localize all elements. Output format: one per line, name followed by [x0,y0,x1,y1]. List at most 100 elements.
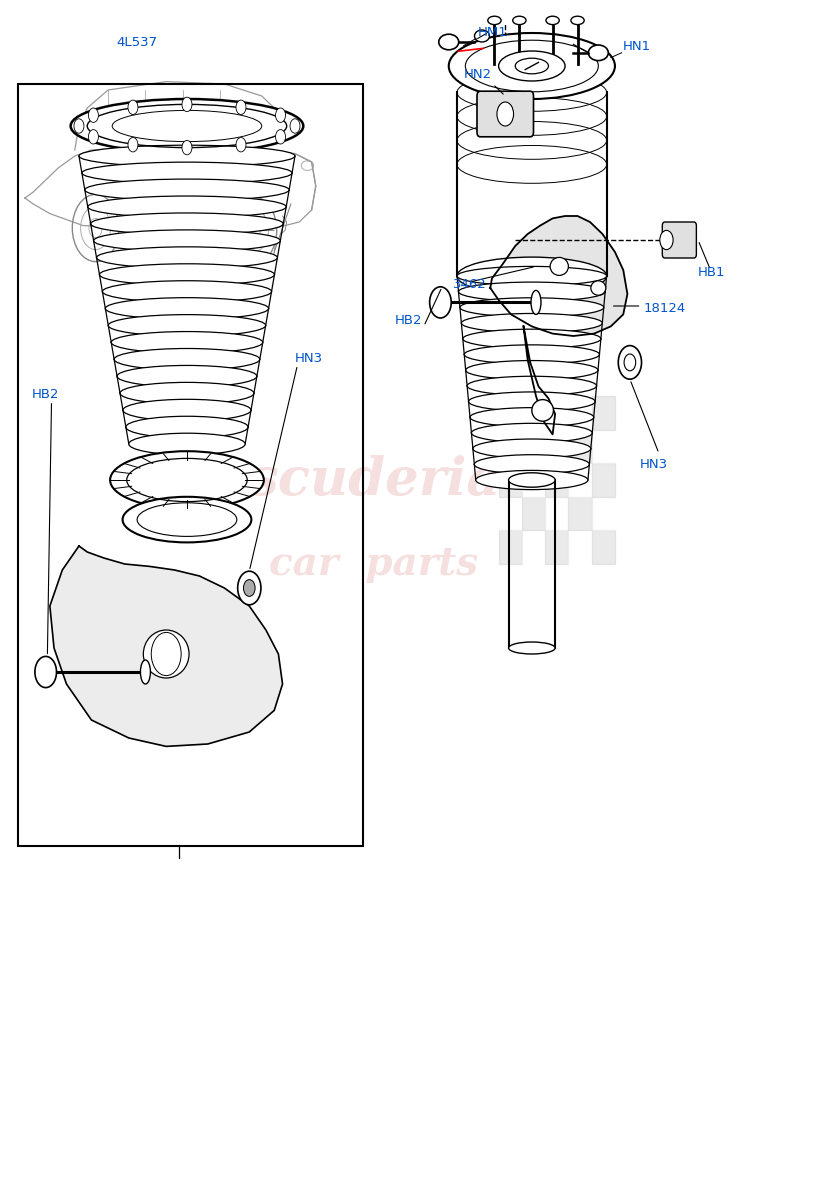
Circle shape [35,656,57,688]
Ellipse shape [531,290,541,314]
Ellipse shape [546,16,559,25]
Circle shape [182,97,192,112]
Polygon shape [524,326,555,434]
Text: HN3: HN3 [640,458,668,470]
Text: HB1: HB1 [698,266,725,278]
Ellipse shape [475,470,588,490]
Circle shape [88,130,98,144]
Ellipse shape [123,497,251,542]
Ellipse shape [513,16,526,25]
Bar [522,396,545,430]
Ellipse shape [94,230,280,252]
Text: HM1: HM1 [478,26,508,38]
Bar [568,430,592,463]
Circle shape [151,632,181,676]
Circle shape [74,119,84,133]
Bar [545,463,568,497]
Ellipse shape [470,408,593,427]
Circle shape [618,346,642,379]
Bar [522,430,545,463]
Bar [545,396,568,430]
Ellipse shape [111,331,263,353]
Bar [499,497,522,530]
Ellipse shape [467,377,597,396]
Circle shape [243,580,255,596]
Ellipse shape [117,366,257,388]
Ellipse shape [110,451,264,509]
Ellipse shape [114,348,260,370]
Text: 4L537: 4L537 [116,36,157,49]
Ellipse shape [79,145,295,167]
Ellipse shape [123,400,251,421]
Ellipse shape [499,50,565,80]
Ellipse shape [71,98,303,152]
Text: scuderia: scuderia [248,455,500,505]
Text: HB2: HB2 [32,389,59,401]
Ellipse shape [469,392,595,412]
Bar [592,530,615,564]
Ellipse shape [463,329,601,348]
Bar [499,463,522,497]
Ellipse shape [129,433,245,455]
Circle shape [88,108,98,122]
Text: 18124: 18124 [644,302,686,314]
Ellipse shape [465,360,598,379]
Ellipse shape [461,313,602,332]
Ellipse shape [475,30,489,42]
Text: HN3: HN3 [295,353,323,365]
Ellipse shape [91,212,283,234]
Ellipse shape [460,298,604,317]
Ellipse shape [532,400,553,421]
Ellipse shape [475,455,589,474]
Circle shape [276,108,286,122]
Text: HN1: HN1 [623,41,652,53]
Bar [568,497,592,530]
FancyBboxPatch shape [477,91,534,137]
Circle shape [182,140,192,155]
Bar [522,497,545,530]
Text: HN2: HN2 [464,68,492,80]
Bar [568,530,592,564]
Ellipse shape [457,257,607,295]
Ellipse shape [439,34,459,49]
Circle shape [236,138,246,152]
Bar [18,84,363,846]
Ellipse shape [449,32,615,98]
Circle shape [660,230,673,250]
Circle shape [238,571,261,605]
Ellipse shape [550,257,568,275]
Ellipse shape [140,660,150,684]
Ellipse shape [85,179,289,200]
Ellipse shape [591,281,606,295]
Bar [499,430,522,463]
Text: 3462: 3462 [453,278,487,290]
Ellipse shape [509,473,555,487]
Bar [592,497,615,530]
Bar [592,430,615,463]
Ellipse shape [144,630,189,678]
Ellipse shape [588,44,608,60]
Circle shape [276,130,286,144]
Ellipse shape [120,383,254,404]
Ellipse shape [488,16,501,25]
Bar [592,396,615,430]
Circle shape [236,100,246,114]
Text: HB2: HB2 [395,314,422,326]
Ellipse shape [125,416,248,438]
Circle shape [497,102,514,126]
Ellipse shape [108,314,266,336]
Ellipse shape [509,642,555,654]
Circle shape [290,119,300,133]
Bar [568,396,592,430]
Ellipse shape [88,196,286,217]
Ellipse shape [457,266,607,286]
Polygon shape [490,216,627,336]
Ellipse shape [473,439,591,458]
Ellipse shape [100,264,274,286]
Bar [499,396,522,430]
Circle shape [430,287,451,318]
Bar [545,430,568,463]
Ellipse shape [465,344,599,364]
Bar [522,530,545,564]
Ellipse shape [106,298,268,319]
